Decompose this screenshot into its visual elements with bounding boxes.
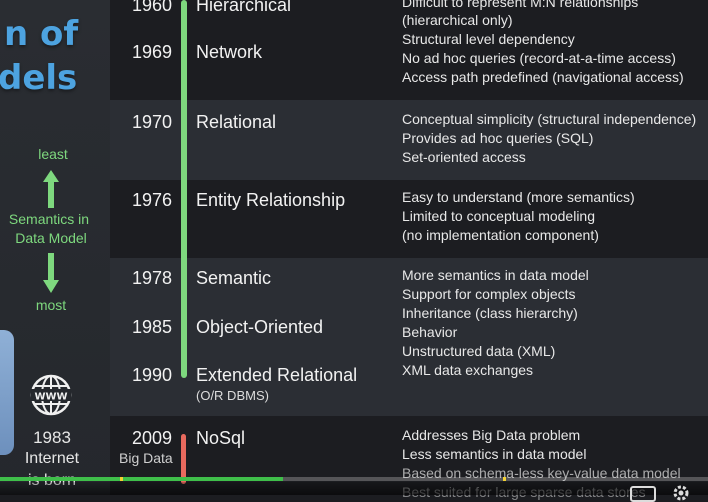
desc-nosql-2: Less semantics in data model <box>402 446 587 462</box>
model-object-oriented: Object-Oriented <box>196 317 324 337</box>
least-label: least <box>38 146 68 162</box>
desc-nosql-3: Based on schema-less key-value data mode… <box>402 465 681 481</box>
semantics-label-line2: Data Model <box>15 230 87 246</box>
year-1969: 1969 <box>131 42 172 62</box>
settings-gear-icon[interactable] <box>672 484 690 502</box>
desc-semantic-2: Support for complex objects <box>402 286 576 302</box>
year-1985: 1985 <box>131 317 172 337</box>
timeline-bar-red <box>181 434 186 484</box>
globe-www-icon: WWW <box>30 374 72 416</box>
desc-relational-1: Conceptual simplicity (structural indepe… <box>402 111 697 127</box>
model-network: Network <box>196 42 263 62</box>
svg-text:WWW: WWW <box>34 392 67 403</box>
row-band-nosql <box>110 416 708 495</box>
year-2009: 2009 <box>131 428 172 448</box>
desc-er-1: Easy to understand (more semantics) <box>402 189 635 205</box>
desc-relational-2: Provides ad hoc queries (SQL) <box>402 130 594 146</box>
year-1990: 1990 <box>131 365 172 385</box>
captions-icon[interactable] <box>630 486 656 502</box>
desc-network-3: Access path predefined (navigational acc… <box>402 69 684 85</box>
left-panel: n of dels least Semantics in Data Model … <box>0 0 110 495</box>
year-1976: 1976 <box>131 190 172 210</box>
row-band-entity-relationship <box>110 180 708 258</box>
internet-label: Internet <box>24 450 80 467</box>
desc-extended-1: Unstructured data (XML) <box>402 343 556 359</box>
model-semantic: Semantic <box>196 268 272 288</box>
big-data-label: Big Data <box>119 450 173 466</box>
desc-extended-2: XML data exchanges <box>402 362 534 378</box>
semantics-label-line1: Semantics in <box>8 211 90 227</box>
desc-oo-1: Inheritance (class hierarchy) <box>402 305 578 321</box>
presenter-figure <box>0 330 14 455</box>
video-progress-bar[interactable] <box>0 477 708 481</box>
arrow-down-icon <box>43 253 59 293</box>
video-progress-fill <box>0 477 284 481</box>
desc-oo-2: Behavior <box>402 324 458 340</box>
desc-er-3: (no implementation component) <box>402 227 599 243</box>
year-1970: 1970 <box>131 112 172 132</box>
year-1978: 1978 <box>131 268 172 288</box>
slide-title-fragment-1: n of <box>4 14 79 54</box>
model-nosql: NoSql <box>196 428 246 448</box>
model-extended-relational-sub: (O/R DBMS) <box>196 388 269 403</box>
row-band-relational <box>110 100 708 180</box>
desc-relational-3: Set-oriented access <box>402 149 526 165</box>
desc-hierarchical-2: (hierarchical only) <box>402 12 513 28</box>
model-hierarchical: Hierarchical <box>196 0 292 15</box>
row-band-semantic-oo-extended <box>110 258 708 416</box>
year-1960: 1960 <box>131 0 172 15</box>
most-label: most <box>35 297 67 313</box>
chapter-marker <box>120 477 124 481</box>
desc-er-2: Limited to conceptual modeling <box>402 208 596 224</box>
row-band-hierarchical-network <box>110 0 708 100</box>
slide-title-fragment-2: dels <box>0 58 78 98</box>
timeline-bar-green <box>181 0 187 378</box>
player-controls-fade <box>0 482 708 495</box>
arrow-up-icon <box>43 170 59 208</box>
internet-year: 1983 <box>33 428 71 447</box>
model-relational: Relational <box>196 112 277 132</box>
desc-network-1: Structural level dependency <box>402 31 575 47</box>
desc-semantic-1: More semantics in data model <box>402 267 589 283</box>
chapter-marker <box>502 477 506 481</box>
model-entity-relationship: Entity Relationship <box>196 190 346 210</box>
desc-network-2: No ad hoc queries (record-at-a-time acce… <box>402 50 676 66</box>
model-extended-relational: Extended Relational <box>196 365 358 385</box>
desc-hierarchical-1: Difficult to represent M:N relationships <box>402 0 639 10</box>
desc-nosql-1: Addresses Big Data problem <box>402 427 581 443</box>
